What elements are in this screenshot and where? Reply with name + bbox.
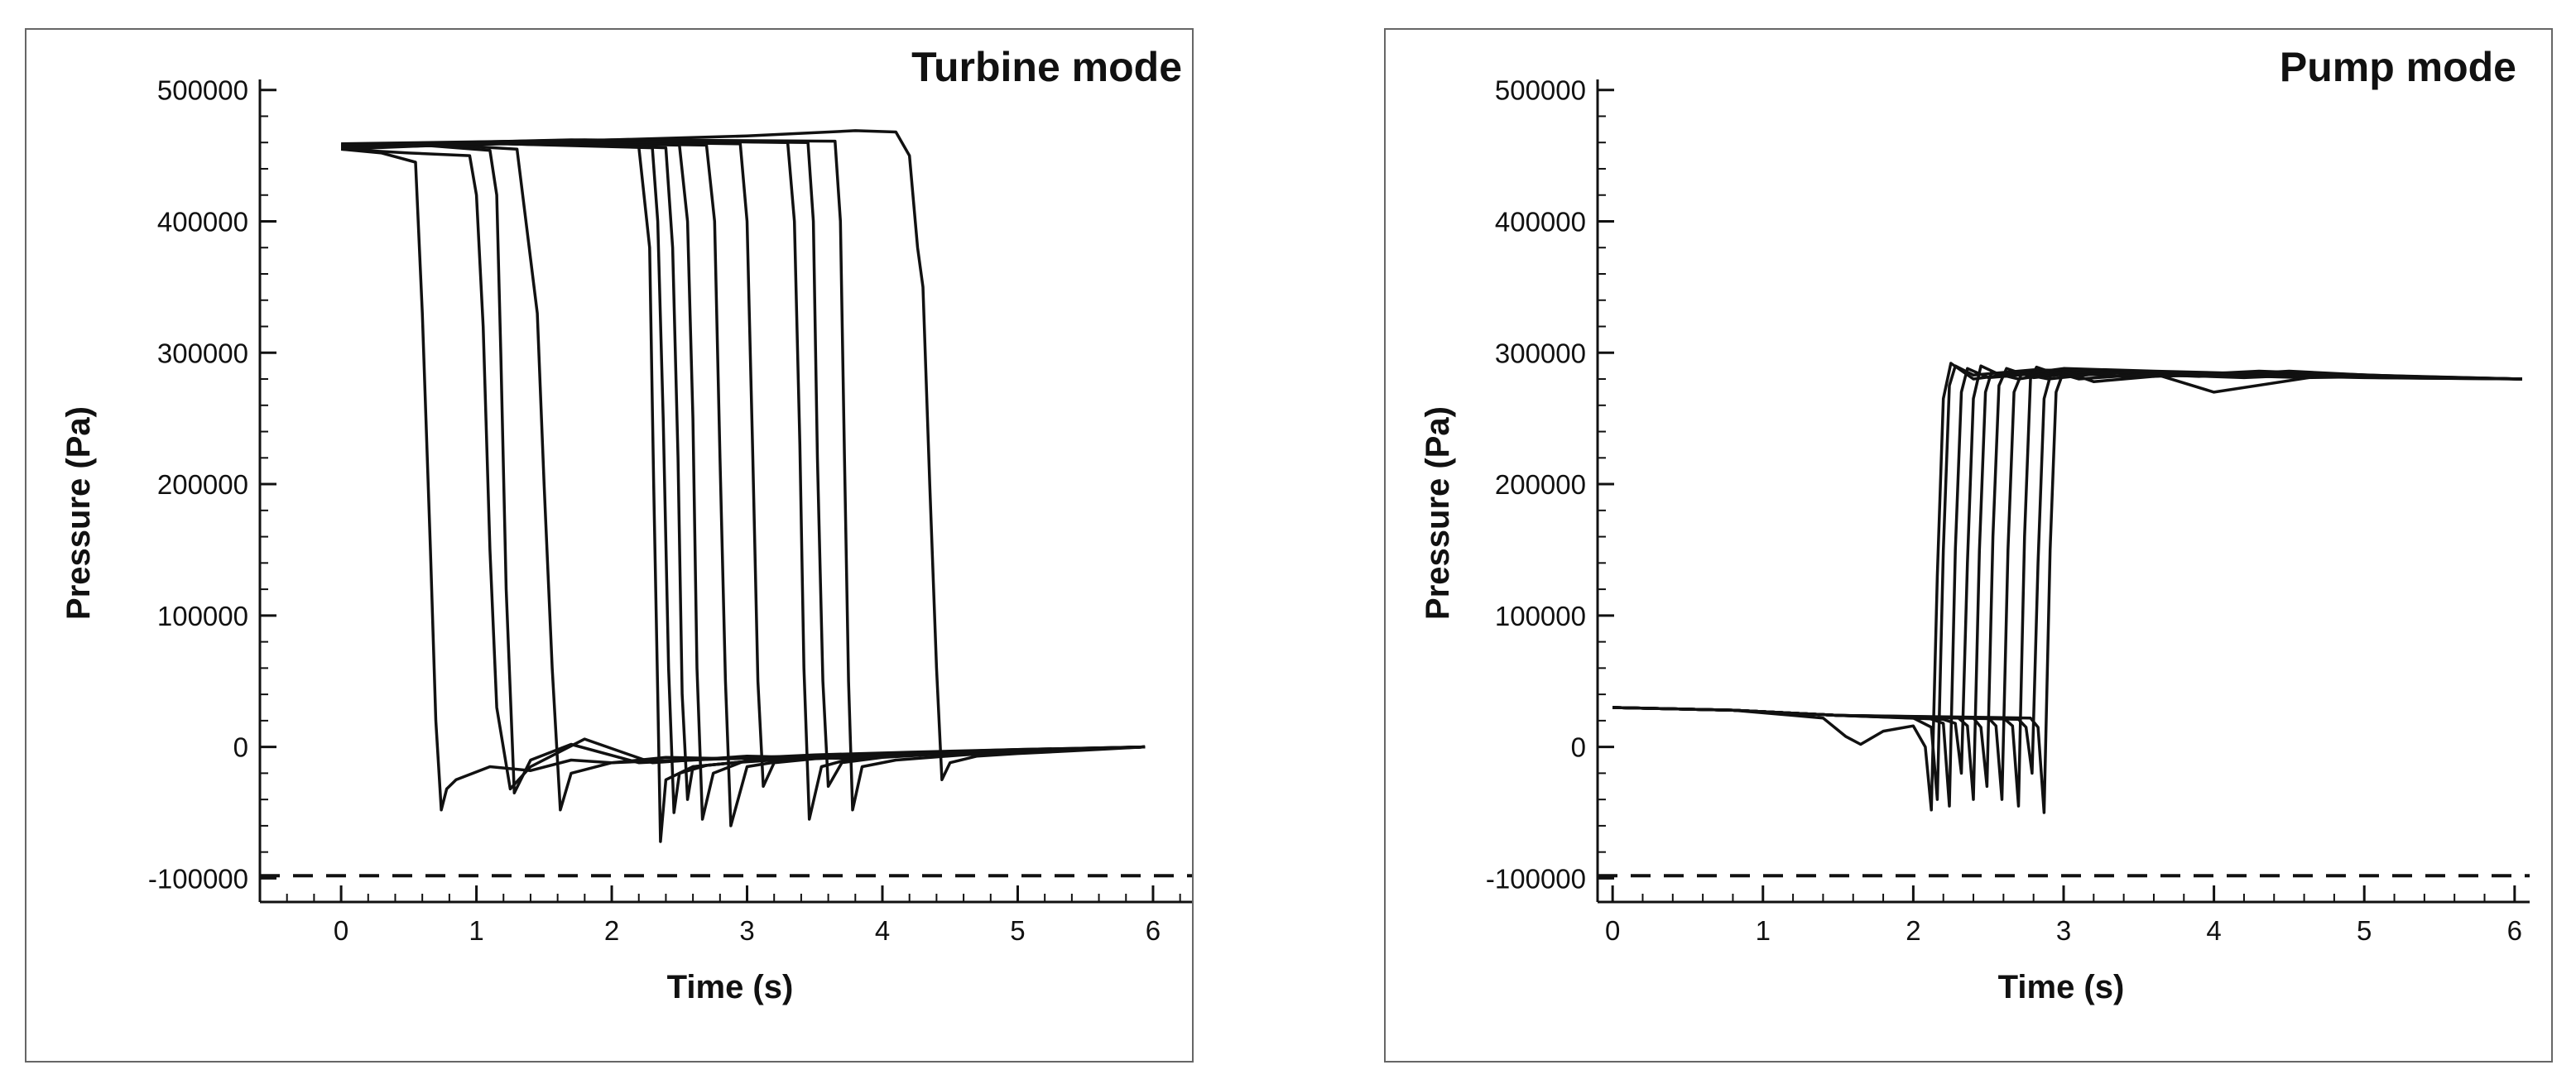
series-line-run-11 [341,138,1146,821]
y-axis-label: Pressure (Pa) [60,406,97,620]
x-tick-label: 1 [1756,915,1771,946]
y-tick-label: 0 [233,732,248,763]
x-axis-label: Time (s) [667,969,794,1005]
x-tick-label: 5 [1010,915,1025,946]
pump-mode-chart: 500000 400000 300000 200000 100000 0 -100000 0 1… [1420,44,2530,1005]
series-line-run-10 [1612,369,2522,814]
y-tick-label: 500000 [1495,75,1586,106]
series-line-run-9 [341,141,1146,828]
series-line-run-2 [1612,364,2522,801]
y-tick-label: 200000 [157,469,248,500]
y-tick-label: 300000 [1495,338,1586,368]
x-tick-label: 2 [604,915,619,946]
y-tick-label: 400000 [1495,206,1586,237]
y-tick-label: 300000 [157,338,248,368]
pump-mode-panel: 500000 400000 300000 200000 100000 0 -100000 0 1… [1384,28,2553,1063]
series-line-run-8 [341,141,1146,821]
x-tick-label: 1 [469,915,483,946]
series-line-run-3 [341,143,1146,794]
turbine-mode-panel: 500000 400000 300000 200000 100000 0 -100000 0 1… [25,28,1194,1063]
series-line-run-13 [341,138,1146,812]
series-line-run-5 [1612,368,2522,801]
series-line-run-1 [340,147,1146,812]
x-tick-label: 0 [1605,915,1620,946]
x-tick-label: 2 [1906,915,1920,946]
y-tick-label: 200000 [1495,469,1586,500]
series-line-run-8 [1612,365,2522,808]
series-line-run-2 [340,147,1146,791]
series-line-run-3 [1612,367,2522,808]
series-line-run-1 [1612,362,2522,812]
plot-area: 500000 400000 300000 200000 100000 0 -100000 0 1… [148,75,1192,946]
y-tick-label: 0 [1571,732,1586,763]
series-line-run-10 [341,139,1146,789]
series-line-run-6 [1612,367,2522,789]
x-tick-label: 4 [875,915,890,946]
y-tick-label: -100000 [148,863,248,894]
x-tick-label: 5 [2357,915,2372,946]
x-tick-label: 0 [334,915,348,946]
y-tick-label: -100000 [1486,863,1586,894]
series-line-run-7 [341,141,1146,801]
turbine-mode-chart: 500000 400000 300000 200000 100000 0 -100000 0 1… [60,44,1192,1005]
x-tick-label: 4 [2206,915,2221,946]
x-axis-label: Time (s) [1998,969,2125,1005]
chart-title: Pump mode [2280,44,2516,90]
plot-area: 500000 400000 300000 200000 100000 0 -100000 0 1… [1486,75,2530,946]
series-line-run-4 [341,143,1146,812]
y-axis-label: Pressure (Pa) [1420,406,1456,620]
y-tick-label: 100000 [157,601,248,631]
x-tick-label: 6 [2507,915,2522,946]
x-tick-label: 3 [2056,915,2071,946]
y-tick-label: 500000 [157,75,248,106]
series-line-run-5 [341,142,1146,843]
series-line-run-12 [341,138,1146,789]
y-tick-label: 400000 [157,206,248,237]
x-tick-label: 3 [739,915,754,946]
series-line-run-6 [341,142,1146,814]
series-line-run-14 [341,129,1146,782]
chart-title: Turbine mode [911,44,1182,90]
y-tick-label: 100000 [1495,601,1586,631]
x-tick-label: 6 [1146,915,1161,946]
series-line-run-7 [1612,369,2522,801]
